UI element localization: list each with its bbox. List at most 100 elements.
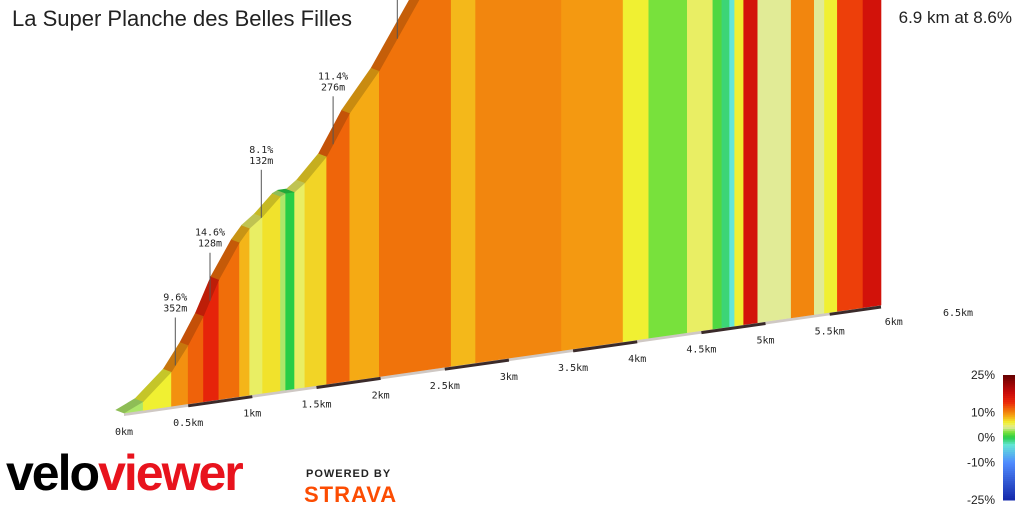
legend-color-band [1003,491,1015,495]
legend-label: -25% [967,493,995,507]
profile-segment [262,195,281,394]
legend-color-band [1003,468,1015,472]
legend-color-band [1003,416,1015,420]
legend-color-band [1003,481,1015,484]
legend-color-band [1003,429,1015,432]
distance-tick-label: 1.5km [301,400,331,411]
profile-segment [648,0,688,339]
legend-color-band [1003,472,1015,476]
legend-color-band [1003,425,1015,428]
profile-segment [239,227,250,397]
veloviewer-logo: veloviewer [6,445,244,501]
profile-segment [561,0,624,351]
distance-axis-band [316,376,381,389]
profile-annotations: 9.6%352m14.6%128m8.1%132m11.4%276m10.8%0… [163,0,398,366]
distance-axis-band [444,358,510,371]
distance-tick-label: 0.5km [173,418,203,429]
legend-color-band [1003,497,1015,501]
profile-segment-top [370,0,420,72]
distance-tick-label: 6km [885,317,903,328]
legend-color-band [1003,431,1015,434]
legend-color-band [1003,410,1015,413]
profile-segment [294,182,306,390]
annotation-gradient: 9.6% [163,293,187,304]
annotation-length: 128m [198,239,222,250]
distance-tick-label: 6.5km [943,308,973,319]
legend-color-band [1003,400,1015,403]
distance-tick-label: 2km [372,390,390,401]
annotation-gradient: 14.6% [195,228,225,239]
legend-color-band [1003,437,1015,441]
legend-color-band [1003,381,1015,384]
legend-color-band [1003,379,1015,382]
legend-color-band [1003,452,1015,455]
legend-color-band [1003,479,1015,482]
legend-color-band [1003,439,1015,443]
legend-label: 10% [971,406,995,420]
legend-color-band [1003,456,1015,459]
legend-color-band [1003,420,1015,424]
distance-tick-label: 3km [500,372,518,383]
profile-segment [729,0,736,327]
distance-axis-band [187,395,253,408]
distance-axis: 0km 0.5km 1km 1.5km 2km 2.5km 3km 3.5km 4km 4.5km… [115,305,973,438]
profile-segment [475,0,562,364]
legend-color-band [1003,462,1015,466]
profile-segment [862,0,882,308]
legend-color-band [1003,383,1015,386]
legend-color-band [1003,422,1015,426]
legend-color-band [1003,391,1015,395]
distance-tick-label: 1km [243,409,261,420]
profile-segment [378,0,452,377]
legend-color-band [1003,489,1015,493]
legend-color-band [1003,435,1015,438]
legend-color-band [1003,485,1015,488]
distance-tick-label: 0km [115,427,133,438]
distance-axis-band [829,305,882,316]
legend-color-band [1003,404,1015,407]
gradient-legend: 25% 10% 0% -10% -25% [967,368,1015,507]
climb-summary: 6.9 km at 8.6% [898,8,1012,27]
legend-color-band [1003,387,1015,391]
profile-segment [813,0,825,315]
profile-segment [686,0,714,333]
profile-segment [824,0,838,314]
annotation-gradient: 11.4% [318,71,348,82]
annotation-length: 276m [321,82,345,93]
legend-color-band [1003,418,1015,422]
distance-tick-label: 3.5km [558,363,588,374]
legend-color-band [1003,475,1015,478]
profile-segment [757,0,792,323]
profile-segment [712,0,723,330]
profile-segment [790,0,815,319]
page-title: La Super Planche des Belles Filles [12,6,352,31]
legend-color-band [1003,466,1015,470]
legend-label: -10% [967,456,995,470]
profile-segment [837,0,864,312]
legend-color-band [1003,487,1015,491]
profile-segments [123,0,882,414]
profile-segment [285,191,295,391]
profile-segment [743,0,759,325]
legend-color-band [1003,385,1015,388]
legend-color-band [1003,375,1015,378]
legend-color-band [1003,454,1015,457]
legend-color-band [1003,389,1015,393]
legend-color-band [1003,402,1015,405]
legend-color-band [1003,408,1015,411]
legend-color-band [1003,477,1015,480]
legend-color-band [1003,433,1015,436]
strava-logo: STRAVA [304,482,398,507]
distance-tick-label: 5.5km [815,326,845,337]
profile-segment [734,0,745,327]
profile-segment [249,215,263,396]
profile-top [115,0,420,414]
legend-color-band [1003,483,1015,486]
legend-color-band [1003,445,1015,449]
distance-axis-band [572,340,638,353]
legend-color-band [1003,470,1015,474]
legend-color-band [1003,443,1015,447]
distance-tick-label: 5km [756,336,774,347]
legend-label: 25% [971,368,995,382]
